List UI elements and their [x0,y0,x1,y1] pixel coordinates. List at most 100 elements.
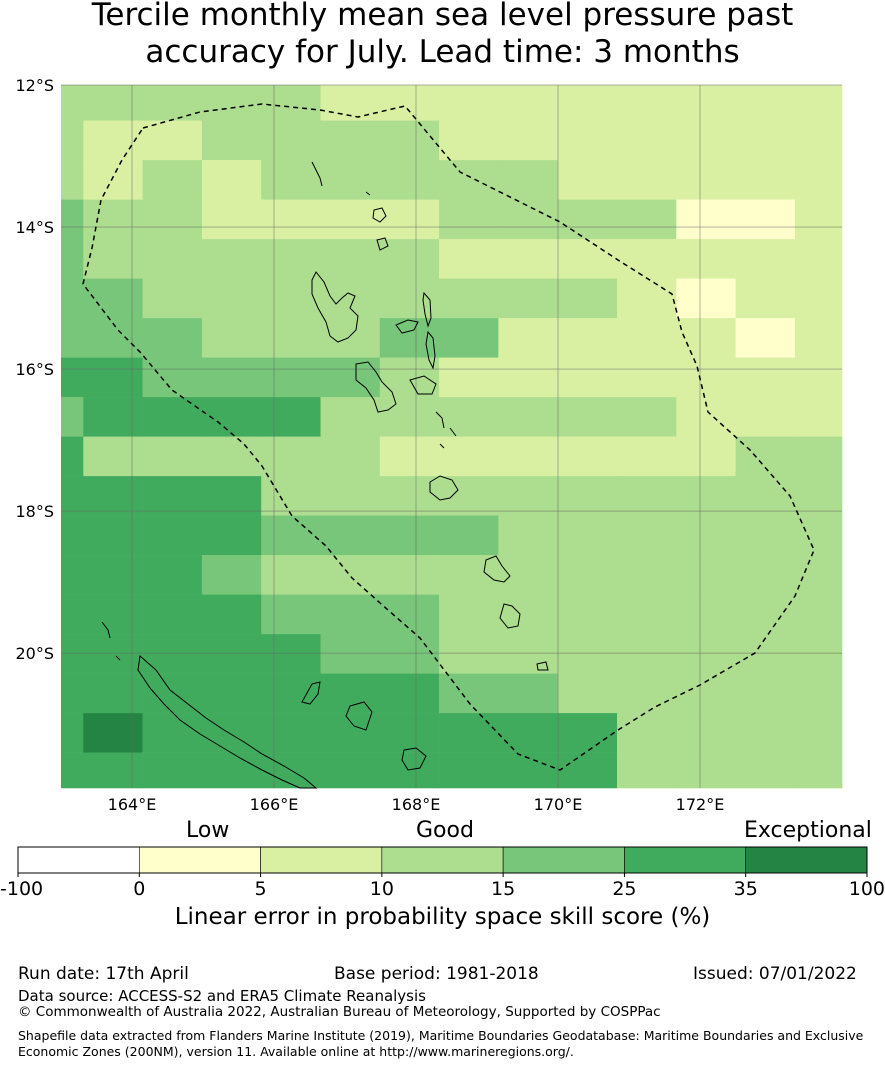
skill-cell [617,318,677,358]
skill-cell [83,752,143,789]
skill-cell [379,713,440,753]
skill-cell [794,85,843,121]
skill-cell [794,357,843,398]
skill-cell [617,594,677,635]
skill-cell [794,555,843,595]
skill-cell [735,634,796,674]
skill-cell [498,436,558,477]
skill-cell [61,634,84,674]
skill-cell [498,239,558,279]
shepherd-islands [435,411,457,449]
skill-cell [320,318,381,358]
skill-cell [557,120,618,161]
lat-tick-label: 16°S [15,360,54,379]
skill-cell [61,318,84,358]
skill-cell [794,634,843,674]
skill-cell [320,476,381,516]
skill-cell [83,120,143,161]
skill-cell [735,713,796,753]
skill-cell [676,239,736,279]
lon-tick-label: 170°E [534,795,583,814]
copyright: © Commonwealth of Australia 2022, Austra… [18,1004,661,1020]
skill-cell [379,278,440,319]
skill-cell [261,673,321,714]
lon-tick-label: 172°E [676,795,725,814]
skill-cell [201,555,262,595]
map-title-line-1: Tercile monthly mean sea level pressure … [91,0,794,33]
skill-cell [379,476,440,516]
skill-cell [142,357,203,398]
skill-cell [320,120,381,161]
skill-cell [142,239,203,279]
skill-cell [617,713,677,753]
shapefile-credit-line-2: Economic Zones (200NM), version 11. Avai… [18,1044,574,1059]
skill-cell [83,397,143,437]
skill-cell [557,673,618,714]
skill-cell [83,160,143,200]
malekula-island [355,361,397,413]
pentecost-island [425,330,436,370]
skill-cell [320,673,381,714]
skill-cell [439,239,499,279]
skill-cell [735,555,796,595]
skill-cell [439,515,499,556]
torres-islands [311,161,371,196]
skill-cell [735,160,796,200]
skill-cell [83,357,143,398]
loyalty-island-ouvea [301,681,321,705]
skill-cell [142,120,203,161]
skill-cell [142,160,203,200]
base-period: Base period: 1981-2018 [334,964,539,984]
skill-cell [794,318,843,358]
category-low: Low [186,818,230,843]
skill-cell [83,713,143,753]
skill-cell [83,85,143,121]
skill-cell [735,85,796,121]
skill-cell [261,199,321,240]
skill-cell [261,515,321,556]
skill-cell [617,634,677,674]
skill-cell [557,436,618,477]
skill-cell [201,120,262,161]
colorbar-bin [381,846,504,874]
skill-cell [676,515,736,556]
skill-cell [379,199,440,240]
lon-tick-label: 164°E [108,795,157,814]
skill-cell [142,515,203,556]
skill-cell [320,515,381,556]
skill-cell [142,555,203,595]
colorbar-label: Linear error in probability space skill … [174,904,711,930]
skill-cell [439,436,499,477]
data-source: Data source: ACCESS-S2 and ERA5 Climate … [18,987,426,1005]
skill-cell [379,436,440,477]
skill-cell [201,160,262,200]
tanna-island [499,603,521,629]
skill-cell [261,278,321,319]
skill-cell [142,634,203,674]
skill-cell [261,713,321,753]
skill-cell [142,673,203,714]
skill-cell [379,85,440,121]
lon-tick-label: 166°E [250,795,299,814]
skill-cell [794,278,843,319]
skill-cell [142,476,203,516]
skill-cell [261,357,321,398]
lat-tick-label: 20°S [15,644,54,663]
colorbar-bin [17,846,140,874]
skill-cell [735,357,796,398]
skill-cell [794,594,843,635]
skill-cell [735,515,796,556]
skill-cell [201,752,262,789]
skill-cell [498,120,558,161]
vanuatu-eez-boundary [82,103,815,771]
skill-cell [676,555,736,595]
skill-cell [557,357,618,398]
skill-cell [735,476,796,516]
skill-cell [379,397,440,437]
skill-cell [676,199,736,240]
skill-cell [320,199,381,240]
skill-cell [261,594,321,635]
skill-cell [735,397,796,437]
skill-cell [61,752,84,789]
